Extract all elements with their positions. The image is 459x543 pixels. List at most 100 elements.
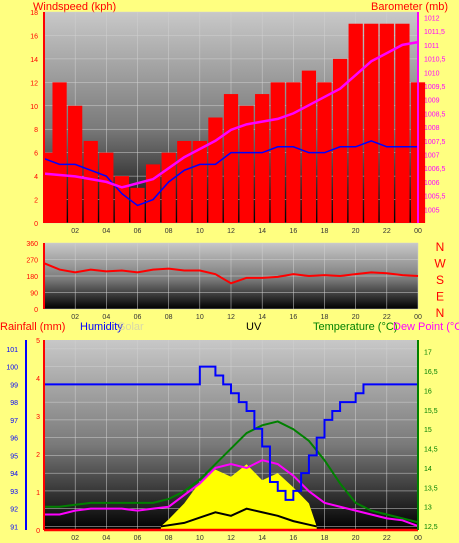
direction-x-tick: 22	[383, 314, 391, 321]
temperature-tick: 12,5	[424, 524, 438, 531]
wind-gust-bar	[395, 23, 410, 223]
rain-tick: 2	[36, 452, 40, 459]
windspeed-tick: 4	[34, 174, 38, 181]
temperature-tick: 14	[424, 466, 432, 473]
dewpoint-line	[44, 459, 419, 528]
wind-x-tick: 12	[227, 228, 235, 235]
barometer-tick: 1007	[424, 152, 440, 159]
direction-tick: 0	[34, 307, 38, 314]
wind-gust-bar	[286, 82, 301, 223]
barometer-tick: 1012	[424, 15, 440, 22]
wind-barometer-chart: Windspeed (kph) Barometer (mb) 024681012…	[30, 1, 448, 235]
wind-gust-bar	[348, 23, 363, 223]
direction-x-tick: 20	[352, 314, 360, 321]
barometer-tick: 1009,5	[424, 84, 446, 91]
rain-tick: 0	[36, 528, 40, 535]
rain-tick: 4	[36, 376, 40, 383]
windspeed-tick: 18	[30, 10, 38, 17]
barometer-tick: 1008	[424, 125, 440, 132]
barometer-tick: 1010,5	[424, 57, 446, 64]
direction-x-tick: 06	[134, 314, 142, 321]
rain-tick: 1	[36, 490, 40, 497]
solar-area	[160, 464, 317, 530]
compass-letter: N	[436, 240, 445, 254]
barometer-tick: 1008,5	[424, 111, 446, 118]
barometer-tick: 1011	[424, 43, 439, 50]
temperature-tick: 16,5	[424, 369, 438, 376]
humidity-legend: Humidity	[80, 321, 123, 333]
uv-legend: UV	[246, 321, 262, 333]
barometer-tick: 1009	[424, 98, 440, 105]
wind-gust-bar	[270, 82, 285, 223]
windspeed-axis-label: Windspeed (kph)	[33, 1, 116, 13]
compass-letter: N	[436, 306, 445, 320]
wind-x-tick: 16	[289, 228, 297, 235]
wind-x-tick: 02	[71, 228, 79, 235]
barometer-tick: 1007,5	[424, 139, 446, 146]
humidity-tick: 97	[10, 418, 18, 425]
wind-gust-bar	[52, 82, 67, 223]
wind-gust-bar	[379, 23, 394, 223]
wind-gust-bar	[99, 152, 114, 223]
wind-x-tick: 22	[383, 228, 391, 235]
windspeed-tick-labels: 0 2 4 6 8 10 12 14 16 18	[30, 10, 38, 228]
temp-x-tick: 14	[258, 535, 266, 542]
direction-tick: 270	[26, 258, 38, 265]
wind-x-tick: 08	[165, 228, 173, 235]
compass-letter: S	[436, 273, 444, 287]
temperature-tick: 17	[424, 350, 432, 357]
temperature-tick: 16	[424, 388, 432, 395]
temperature-axis-label: Temperature (°C)	[313, 321, 397, 333]
direction-x-tick: 16	[289, 314, 297, 321]
wind-gust-bar	[255, 94, 270, 223]
humidity-tick: 92	[10, 507, 18, 514]
temp-x-tick: 06	[134, 535, 142, 542]
humidity-tick: 93	[10, 489, 18, 496]
wind-gust-bar	[301, 70, 317, 223]
windspeed-tick: 14	[30, 57, 38, 64]
wind-series	[43, 23, 426, 224]
barometer-tick: 1006	[424, 180, 440, 187]
direction-line	[43, 262, 419, 285]
humidity-tick: 91	[10, 524, 18, 531]
solar-legend: Solar	[118, 321, 144, 333]
rain-humidity-temperature-chart: Rainfall (mm) Humidity Solar UV Temperat…	[0, 321, 459, 542]
avg-line	[43, 140, 418, 207]
direction-x-tick: 08	[165, 314, 173, 321]
humidity-tick: 98	[10, 400, 18, 407]
temperature-tick: 13,5	[424, 485, 438, 492]
wind-x-tick: 14	[258, 228, 266, 235]
rain-tick: 3	[36, 414, 40, 421]
wind-x-tick: 10	[196, 228, 204, 235]
temp-x-tick: 00	[414, 535, 422, 542]
windspeed-tick: 16	[30, 33, 38, 40]
temperature-tick: 15,5	[424, 408, 438, 415]
windspeed-tick: 0	[34, 221, 38, 228]
temperature-tick-labels: 12,5 13 13,5 14 14,5 15 15,5 16 16,5 17	[424, 350, 438, 531]
humidity-tick: 101	[6, 347, 18, 354]
dewpoint-axis-label: Dew Point (°C)	[393, 321, 459, 333]
direction-x-tick: 14	[258, 314, 266, 321]
barometer-axis-label: Barometer (mb)	[371, 1, 448, 13]
pressure-line	[43, 40, 419, 189]
direction-x-tick: 04	[102, 314, 110, 321]
barometer-tick: 1006,5	[424, 166, 446, 173]
wind-gust-bar	[114, 176, 130, 223]
windspeed-tick: 12	[30, 80, 38, 87]
temp-x-tick: 22	[383, 535, 391, 542]
wind-gust-bar	[192, 140, 207, 223]
windspeed-tick: 6	[34, 151, 38, 158]
barometer-tick: 1010	[424, 70, 440, 77]
barometer-tick: 1005	[424, 207, 440, 214]
humidity-tick: 99	[10, 382, 18, 389]
humidity-line	[44, 365, 418, 501]
direction-x-tick-labels: 02 04 06 08 10 12 14 16 18 20 22 00	[71, 314, 422, 321]
windspeed-tick: 8	[34, 127, 38, 134]
temp-x-tick: 10	[196, 535, 204, 542]
temp-x-tick: 16	[289, 535, 297, 542]
wind-gust-bar	[177, 140, 192, 223]
temp-x-tick: 02	[71, 535, 79, 542]
